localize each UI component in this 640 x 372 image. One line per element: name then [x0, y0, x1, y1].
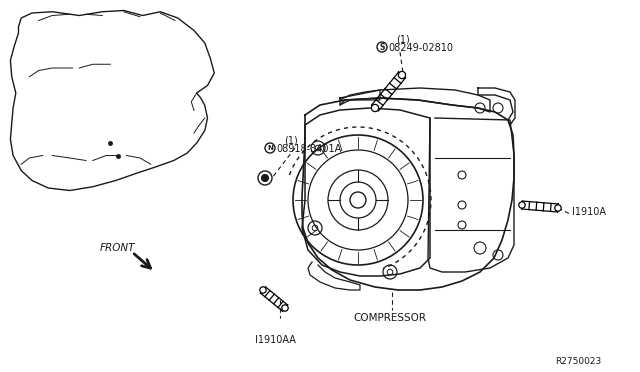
- Text: COMPRESSOR: COMPRESSOR: [353, 313, 426, 323]
- Circle shape: [262, 174, 269, 182]
- Text: 08249-02810: 08249-02810: [388, 43, 453, 53]
- Text: 08918-3401A: 08918-3401A: [276, 144, 341, 154]
- Text: (1): (1): [396, 34, 410, 44]
- Text: S: S: [380, 42, 385, 51]
- Text: (1): (1): [284, 135, 298, 145]
- Text: R2750023: R2750023: [555, 357, 601, 366]
- Text: N: N: [267, 145, 273, 151]
- Text: I1910AA: I1910AA: [255, 335, 296, 345]
- Text: I1910A: I1910A: [572, 207, 606, 217]
- Circle shape: [282, 305, 288, 311]
- Circle shape: [371, 105, 379, 112]
- Circle shape: [398, 71, 406, 78]
- Text: FRONT: FRONT: [100, 243, 136, 253]
- Circle shape: [260, 287, 266, 293]
- Circle shape: [555, 205, 561, 211]
- Circle shape: [519, 202, 525, 208]
